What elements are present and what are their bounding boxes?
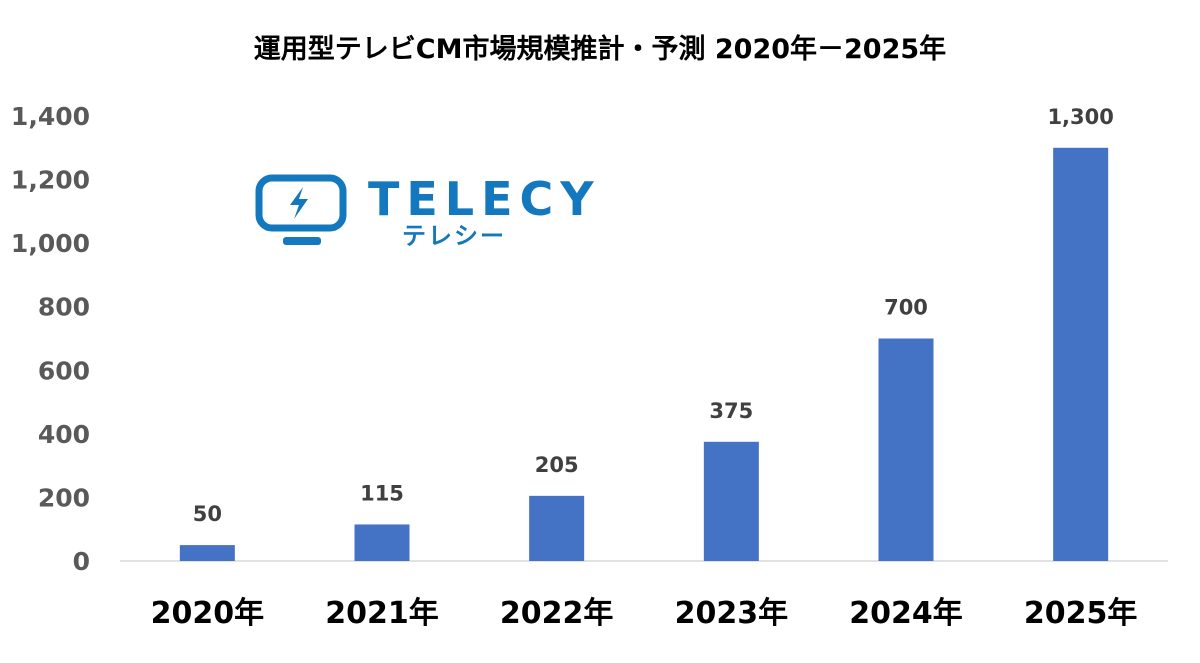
x-tick-label: 2023年	[675, 596, 789, 631]
y-tick-label: 0	[73, 547, 90, 576]
data-label: 375	[709, 399, 753, 423]
bar-2022年	[529, 495, 585, 561]
data-labels: 50 115 205 375 700 1,300	[193, 105, 1114, 526]
chart-title: 運用型テレビCM市場規模推計・予測 2020年－2025年	[254, 33, 946, 65]
bar-2020年	[179, 545, 235, 561]
data-label: 1,300	[1047, 105, 1113, 129]
bar-2024年	[878, 338, 934, 561]
y-axis: 0 200 400 600 800 1,000 1,200 1,400	[11, 102, 90, 576]
data-label: 50	[193, 502, 222, 526]
y-tick-label: 1,000	[11, 229, 90, 258]
bars	[179, 147, 1109, 562]
x-tick-label: 2020年	[151, 596, 265, 631]
x-tick-label: 2022年	[500, 596, 614, 631]
y-tick-label: 400	[38, 420, 90, 449]
telecy-logo: TELECY テレシー	[255, 172, 601, 250]
y-tick-label: 800	[38, 293, 90, 322]
data-label: 700	[884, 296, 928, 320]
x-tick-label: 2025年	[1024, 596, 1138, 631]
bar-2025年	[1053, 147, 1109, 562]
y-tick-label: 600	[38, 356, 90, 385]
bar-2021年	[354, 524, 410, 561]
data-label: 115	[360, 481, 404, 505]
y-tick-label: 200	[38, 483, 90, 512]
bar-2023年	[703, 441, 759, 561]
data-label: 205	[535, 453, 579, 477]
y-tick-label: 1,400	[11, 102, 90, 131]
x-tick-label: 2021年	[325, 596, 439, 631]
x-tick-label: 2024年	[849, 596, 963, 631]
logo-wordmark: TELECY	[368, 172, 601, 226]
tv-lightning-icon	[255, 174, 347, 245]
logo-kana: テレシー	[402, 222, 506, 250]
x-axis: 2020年 2021年 2022年 2023年 2024年 2025年	[151, 596, 1138, 631]
y-tick-label: 1,200	[11, 166, 90, 195]
